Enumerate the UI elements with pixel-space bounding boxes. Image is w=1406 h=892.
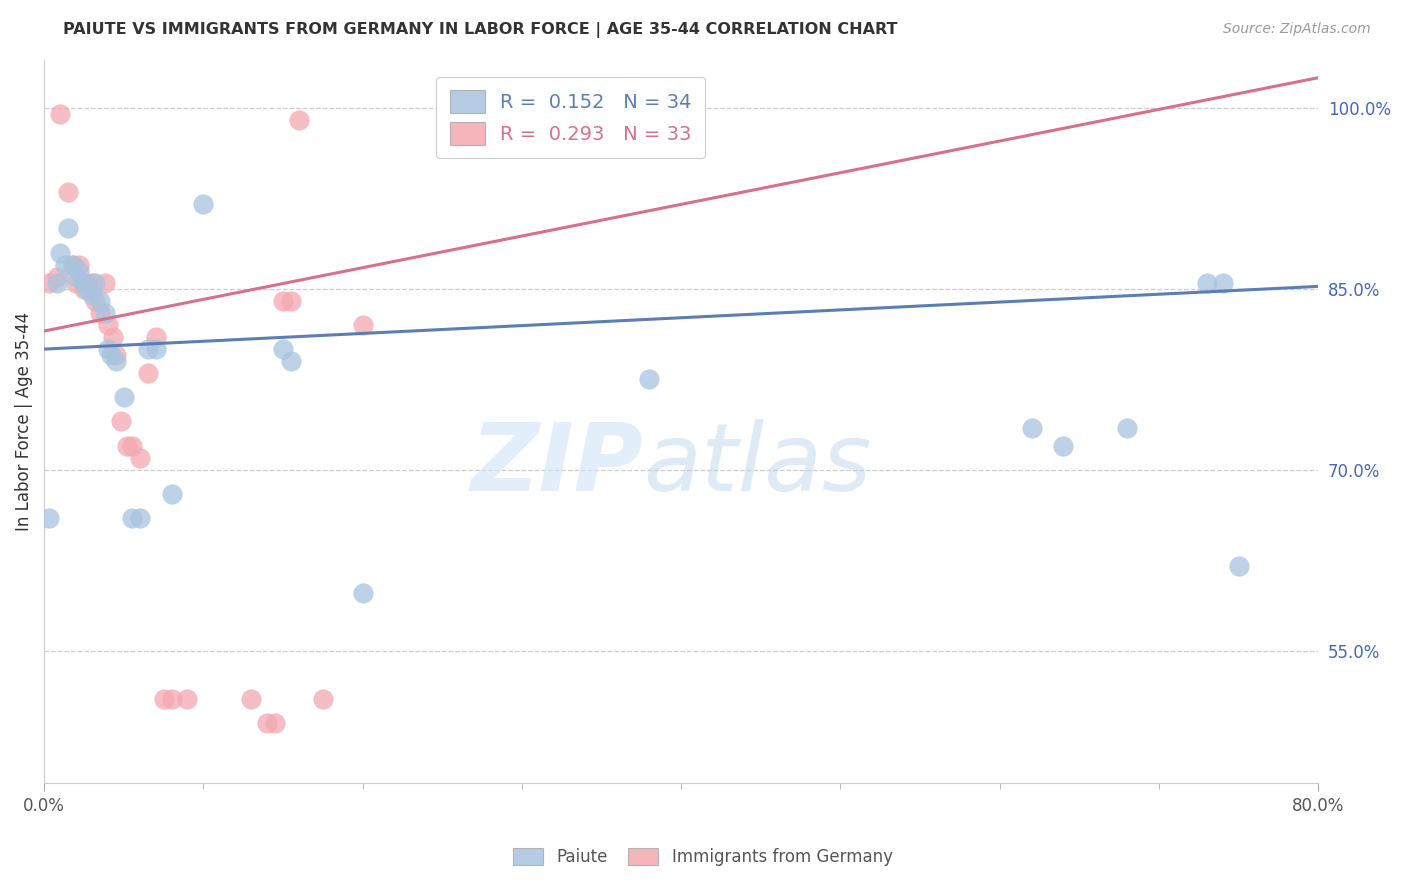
Point [240, 692, 263, 706]
Point [101, 330, 124, 344]
Point [288, 112, 311, 127]
Point [62, 258, 84, 272]
Point [65, 269, 87, 284]
Point [89, 293, 111, 308]
Text: Source: ZipAtlas.com: Source: ZipAtlas.com [1223, 22, 1371, 37]
Point [1227, 559, 1250, 574]
Point [1021, 420, 1043, 434]
Point [93, 276, 115, 290]
Legend: Paiute, Immigrants from Germany: Paiute, Immigrants from Germany [506, 841, 900, 873]
Point [1195, 276, 1218, 290]
Point [97, 318, 120, 332]
Point [76, 276, 98, 290]
Point [49, 107, 72, 121]
Point [38, 276, 60, 290]
Point [89, 306, 111, 320]
Point [121, 439, 143, 453]
Point [104, 348, 127, 362]
Point [100, 348, 122, 362]
Point [73, 276, 96, 290]
Point [84, 276, 107, 290]
Point [280, 354, 302, 368]
Point [160, 692, 183, 706]
Point [49, 245, 72, 260]
Point [145, 330, 167, 344]
Text: ZIP: ZIP [470, 419, 643, 511]
Point [193, 197, 215, 211]
Point [128, 450, 150, 465]
Point [65, 276, 87, 290]
Point [104, 354, 127, 368]
Point [256, 716, 278, 731]
Point [45, 269, 67, 284]
Y-axis label: In Labor Force | Age 35-44: In Labor Force | Age 35-44 [15, 312, 32, 531]
Point [38, 511, 60, 525]
Point [56, 221, 79, 235]
Point [264, 716, 287, 731]
Point [271, 342, 294, 356]
Point [136, 366, 159, 380]
Point [128, 511, 150, 525]
Point [352, 318, 374, 332]
Point [115, 439, 138, 453]
Point [73, 282, 96, 296]
Point [280, 293, 302, 308]
Point [84, 293, 107, 308]
Point [136, 342, 159, 356]
Text: atlas: atlas [643, 419, 872, 510]
Point [638, 372, 661, 386]
Point [271, 293, 294, 308]
Text: PAIUTE VS IMMIGRANTS FROM GERMANY IN LABOR FORCE | AGE 35-44 CORRELATION CHART: PAIUTE VS IMMIGRANTS FROM GERMANY IN LAB… [63, 22, 898, 38]
Point [176, 692, 198, 706]
Point [97, 342, 120, 356]
Point [1116, 420, 1139, 434]
Point [145, 342, 167, 356]
Legend: R =  0.152   N = 34, R =  0.293   N = 33: R = 0.152 N = 34, R = 0.293 N = 33 [436, 77, 706, 159]
Point [67, 258, 90, 272]
Point [67, 263, 90, 277]
Point [80, 288, 103, 302]
Point [152, 692, 174, 706]
Point [352, 586, 374, 600]
Point [1212, 276, 1234, 290]
Point [45, 276, 67, 290]
Point [56, 186, 79, 200]
Point [112, 390, 135, 404]
Point [62, 258, 84, 272]
Point [76, 282, 98, 296]
Point [93, 306, 115, 320]
Point [160, 487, 183, 501]
Point [1052, 439, 1074, 453]
Point [110, 415, 132, 429]
Point [53, 258, 76, 272]
Point [121, 511, 143, 525]
Point [312, 692, 335, 706]
Point [80, 276, 103, 290]
